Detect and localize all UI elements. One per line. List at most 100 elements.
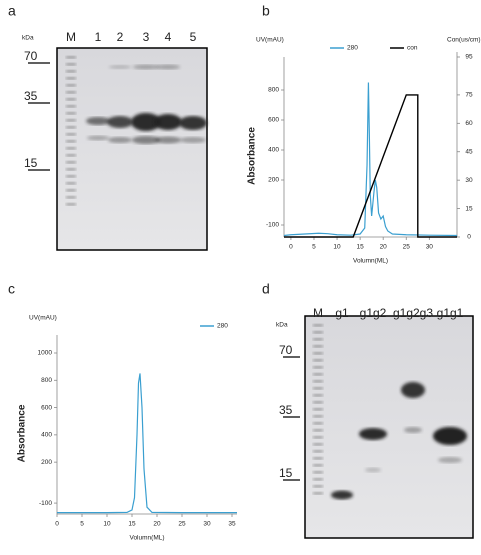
y-title: UV(mAU) — [256, 37, 284, 44]
lane-label: 3 — [143, 30, 150, 44]
lane-label: M — [66, 30, 76, 44]
y2-tick-label: 95 — [465, 54, 473, 61]
lane-label: g1g2g3 — [393, 306, 433, 320]
ladder-band — [313, 352, 323, 355]
ladder-band — [313, 387, 323, 390]
ladder-band — [66, 182, 76, 185]
lane-label: 1 — [95, 30, 102, 44]
y2-tick-label: 45 — [465, 148, 473, 155]
y2-tick-label: 60 — [465, 120, 473, 127]
lane-label: g1g2 — [360, 306, 387, 320]
y-tick-label: 200 — [41, 459, 52, 466]
protein-band — [155, 136, 181, 144]
ladder-band — [313, 373, 323, 376]
protein-band — [86, 117, 110, 125]
lane-label: 2 — [117, 30, 124, 44]
y2-tick-label: 75 — [465, 92, 473, 99]
protein-band — [107, 116, 133, 128]
ladder-band — [66, 140, 76, 143]
marker-label: 70 — [24, 49, 38, 63]
ladder-band — [313, 415, 323, 418]
y-tick-label: 800 — [41, 377, 52, 384]
x-tick-label: 20 — [380, 244, 388, 251]
protein-band — [108, 137, 132, 143]
legend-label: con — [407, 45, 418, 52]
protein-band — [401, 382, 425, 398]
marker-label: 35 — [24, 89, 38, 103]
ladder-band — [313, 478, 323, 481]
ladder-band — [66, 112, 76, 115]
panel-label: d — [262, 281, 270, 297]
y-tick-label: 200 — [268, 177, 279, 184]
protein-band — [404, 427, 422, 433]
protein-band — [109, 65, 131, 69]
ladder-band — [66, 119, 76, 122]
lane-label: 4 — [165, 30, 172, 44]
ladder-band — [66, 189, 76, 192]
x-tick-label: 35 — [228, 521, 236, 528]
y2-title: Con(us/cm) — [447, 37, 481, 44]
protein-band — [331, 490, 353, 500]
ladder-band — [66, 98, 76, 101]
legend-label: 280 — [347, 45, 358, 52]
ladder-band — [313, 429, 323, 432]
protein-band — [132, 136, 160, 144]
x-tick-label: 5 — [80, 521, 84, 528]
gel — [56, 47, 208, 251]
y2-tick-label: 0 — [467, 234, 471, 241]
ladder-band — [66, 84, 76, 87]
lane-label: M — [313, 306, 323, 320]
lane-label: 5 — [190, 30, 197, 44]
y-tick-label: -100 — [266, 222, 279, 229]
y-tick-label: 600 — [268, 117, 279, 124]
ladder-band — [66, 161, 76, 164]
x-tick-label: 0 — [289, 244, 293, 251]
legend-label: 280 — [217, 323, 228, 330]
panel-label: a — [8, 3, 16, 19]
ladder-band — [66, 63, 76, 66]
ladder-band — [66, 56, 76, 59]
ladder-band — [313, 338, 323, 341]
protein-band — [133, 64, 159, 70]
ladder-band — [313, 408, 323, 411]
ladder-band — [66, 91, 76, 94]
ladder-band — [313, 464, 323, 467]
ladder-band — [313, 394, 323, 397]
x-tick-label: 25 — [178, 521, 186, 528]
protein-band — [154, 114, 182, 130]
y-tick-label: 400 — [41, 432, 52, 439]
ladder-band — [313, 492, 323, 495]
x-tick-label: 30 — [203, 521, 211, 528]
y-tick-label: 400 — [268, 147, 279, 154]
y-label: Absorbance — [17, 404, 28, 462]
y2-tick-label: 15 — [465, 205, 473, 212]
marker-label: 15 — [279, 466, 293, 480]
x-tick-label: 10 — [103, 521, 111, 528]
ladder-band — [66, 133, 76, 136]
kda-label: kDa — [22, 35, 34, 42]
protein-band — [365, 467, 381, 473]
protein-band — [438, 457, 462, 463]
series-line — [57, 373, 237, 514]
protein-band — [179, 116, 207, 130]
y-title: UV(mAU) — [29, 315, 57, 322]
gel — [304, 315, 474, 539]
ladder-band — [66, 70, 76, 73]
x-tick-label: 30 — [426, 244, 434, 251]
ladder-band — [313, 422, 323, 425]
ladder-band — [313, 436, 323, 439]
lane-label: g1 — [335, 306, 349, 320]
series-line — [283, 82, 458, 237]
x-tick-label: 20 — [153, 521, 161, 528]
ladder-band — [313, 380, 323, 383]
ladder-band — [66, 168, 76, 171]
ladder-band — [66, 154, 76, 157]
ladder-band — [66, 77, 76, 80]
y-tick-label: 600 — [41, 404, 52, 411]
ladder-band — [66, 126, 76, 129]
x-tick-label: 10 — [333, 244, 341, 251]
x-label: Volumn(ML) — [129, 535, 164, 542]
x-tick-label: 5 — [312, 244, 316, 251]
x-tick-label: 15 — [128, 521, 136, 528]
